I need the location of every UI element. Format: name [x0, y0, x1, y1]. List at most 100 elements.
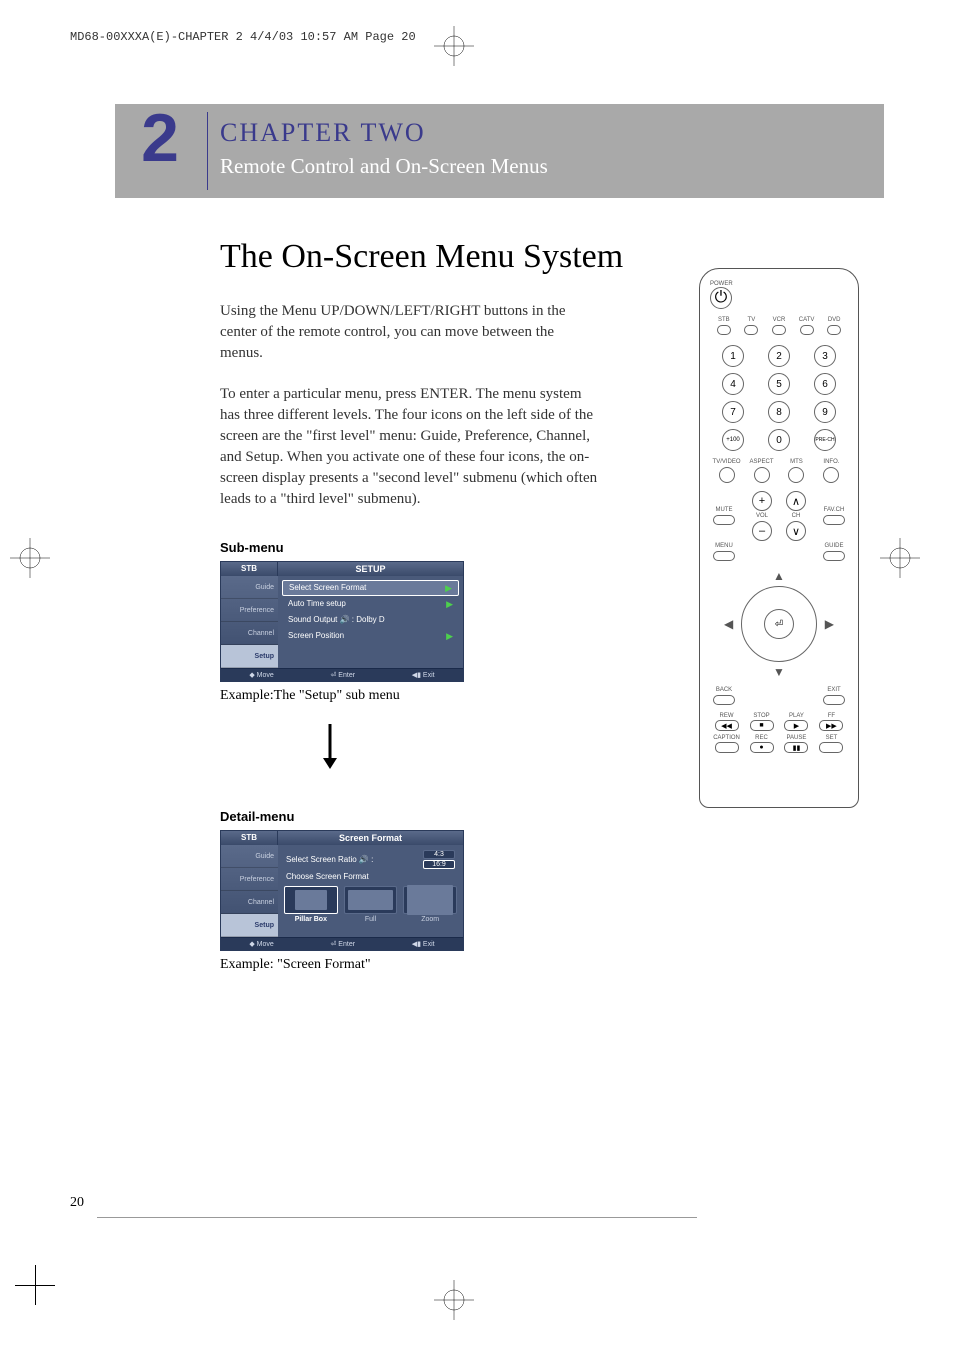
ratio-4-3: 4:3 — [423, 850, 455, 859]
ff-button[interactable]: ▶▶ — [819, 720, 843, 731]
chevron-right-icon: ▶ — [445, 581, 452, 595]
device-catv-button[interactable] — [800, 325, 814, 335]
num-2-button[interactable]: 2 — [768, 345, 790, 367]
num-6-button[interactable]: 6 — [814, 373, 836, 395]
caption-label: CAPTION — [710, 735, 743, 741]
paragraph-2: To enter a particular menu, press ENTER.… — [220, 384, 600, 510]
stop-label: STOP — [745, 713, 778, 719]
chevron-right-icon: ▶ — [446, 628, 453, 644]
menu-header-stb: STB — [221, 562, 278, 576]
rec-button[interactable]: ● — [750, 742, 774, 753]
menu-sidebar: Guide Preference Channel Setup — [221, 576, 278, 668]
mute-button[interactable] — [713, 515, 735, 525]
guide-button[interactable] — [823, 551, 845, 561]
device-stb-label: STB — [710, 317, 738, 323]
menu-header-title: SETUP — [278, 562, 463, 576]
device-vcr-label: VCR — [765, 317, 793, 323]
dpad[interactable]: ⏎ ▲ ▼ ◀ ▶ — [741, 586, 817, 662]
dpad-up-icon: ▲ — [773, 569, 785, 583]
stop-button[interactable]: ■ — [750, 720, 774, 731]
sidebar-channel: Channel — [221, 891, 278, 914]
sidebar-channel: Channel — [221, 622, 278, 645]
vol-down-button[interactable]: – — [752, 521, 772, 541]
device-dvd-label: DVD — [820, 317, 848, 323]
back-label: BACK — [716, 687, 732, 693]
enter-button[interactable]: ⏎ — [764, 609, 794, 639]
menu-row-auto-time: Auto Time setup ▶ — [282, 596, 459, 612]
device-tv-button[interactable] — [744, 325, 758, 335]
dpad-left-icon: ◀ — [724, 617, 733, 631]
footer-exit: ◀▮ Exit — [412, 669, 435, 681]
setup-menu-screenshot: STB SETUP Guide Preference Channel Setup… — [220, 561, 464, 682]
page-footer-line — [97, 1217, 697, 1218]
num-8-button[interactable]: 8 — [768, 401, 790, 423]
info-button[interactable] — [823, 467, 839, 483]
sidebar-guide: Guide — [221, 845, 278, 868]
device-catv-label: CATV — [793, 317, 821, 323]
chevron-right-icon: ▶ — [446, 596, 453, 612]
aspect-button[interactable] — [754, 467, 770, 483]
back-button[interactable] — [713, 695, 735, 705]
play-button[interactable]: ▶ — [784, 720, 808, 731]
ratio-16-9: 16:9 — [423, 860, 455, 869]
sidebar-setup: Setup — [221, 914, 278, 937]
menu-row-screen-position: Screen Position ▶ — [282, 628, 459, 644]
device-stb-button[interactable] — [717, 325, 731, 335]
ch-label: CH — [792, 513, 801, 519]
sidebar-preference: Preference — [221, 868, 278, 891]
num-5-button[interactable]: 5 — [768, 373, 790, 395]
screen-format-menu-screenshot: STB Screen Format Guide Preference Chann… — [220, 830, 464, 951]
tv-video-label: TV/VIDEO — [710, 459, 743, 465]
num-9-button[interactable]: 9 — [814, 401, 836, 423]
body-text: Using the Menu UP/DOWN/LEFT/RIGHT button… — [220, 301, 600, 510]
num-3-button[interactable]: 3 — [814, 345, 836, 367]
rew-button[interactable]: ◀◀ — [715, 720, 739, 731]
dpad-down-icon: ▼ — [773, 665, 785, 679]
vol-up-button[interactable]: + — [752, 491, 772, 511]
device-dvd-button[interactable] — [827, 325, 841, 335]
caption-button[interactable] — [715, 742, 739, 753]
set-label: SET — [815, 735, 848, 741]
mute-label: MUTE — [716, 507, 733, 513]
menu-row-label: Sound Output 🔊 : Dolby D — [288, 612, 385, 628]
aspect-label: ASPECT — [745, 459, 778, 465]
menu-row-label: Select Screen Format — [289, 581, 366, 595]
num-1-button[interactable]: 1 — [722, 345, 744, 367]
set-button[interactable] — [819, 742, 843, 753]
footer-enter: ⏎ Enter — [331, 669, 356, 681]
rec-label: REC — [745, 735, 778, 741]
exit-label: EXIT — [827, 687, 840, 693]
pause-button[interactable]: ▮▮ — [784, 742, 808, 753]
sidebar-guide: Guide — [221, 576, 278, 599]
menu-row-screen-format: Select Screen Format ▶ — [282, 580, 459, 596]
pre-ch-button[interactable]: PRE-CH — [814, 429, 836, 451]
menu-row-label: Screen Position — [288, 628, 344, 644]
ch-down-button[interactable]: ∨ — [786, 521, 806, 541]
menu-row-label: Auto Time setup — [288, 596, 346, 612]
dpad-right-icon: ▶ — [825, 617, 834, 631]
menu-sidebar: Guide Preference Channel Setup — [221, 845, 278, 937]
chapter-header: 2 CHAPTER TWO Remote Control and On-Scre… — [115, 104, 884, 198]
device-vcr-button[interactable] — [772, 325, 786, 335]
favch-button[interactable] — [823, 515, 845, 525]
num-0-button[interactable]: 0 — [768, 429, 790, 451]
thumb-full: Full — [344, 886, 398, 923]
exit-button[interactable] — [823, 695, 845, 705]
plus-100-button[interactable]: +100 — [722, 429, 744, 451]
paragraph-1: Using the Menu UP/DOWN/LEFT/RIGHT button… — [220, 301, 600, 364]
menu-button[interactable] — [713, 551, 735, 561]
num-4-button[interactable]: 4 — [722, 373, 744, 395]
mts-button[interactable] — [788, 467, 804, 483]
menu-label: MENU — [715, 543, 733, 549]
menu-header-title: Screen Format — [278, 831, 463, 845]
num-7-button[interactable]: 7 — [722, 401, 744, 423]
device-tv-label: TV — [738, 317, 766, 323]
detailmenu-label: Detail-menu — [220, 809, 954, 824]
rew-label: REW — [710, 713, 743, 719]
ch-up-button[interactable]: ∧ — [786, 491, 806, 511]
power-button[interactable]: ⏻ — [710, 287, 732, 309]
chapter-subtitle: Remote Control and On-Screen Menus — [220, 154, 548, 179]
mts-label: MTS — [780, 459, 813, 465]
tv-video-button[interactable] — [719, 467, 735, 483]
page-number: 20 — [70, 1195, 84, 1211]
